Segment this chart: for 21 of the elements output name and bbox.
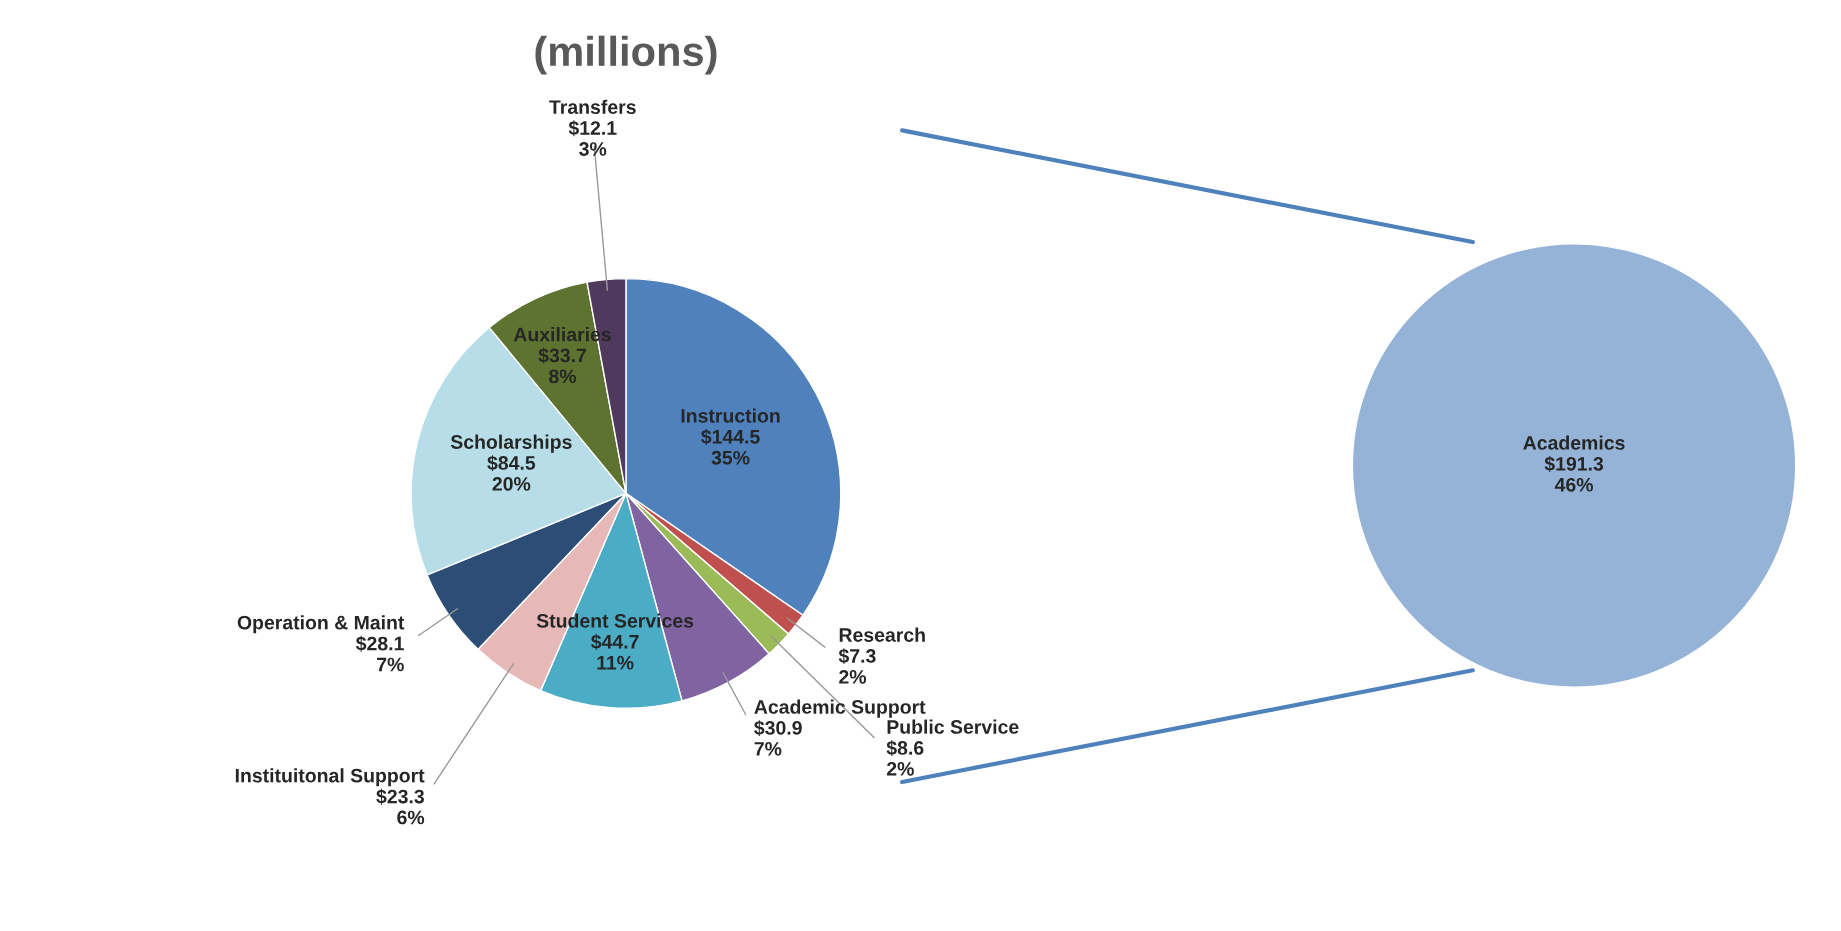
data-label: $44.7 11%	[591, 634, 639, 670]
slice-label: Research	[839, 627, 925, 642]
slice-label: Operation & Maint	[237, 615, 405, 634]
data-label: $144.5 35%	[701, 429, 760, 465]
data-label: $28.1 7%	[355, 635, 404, 672]
data-label: $7.3 2%	[838, 648, 876, 684]
slice-label: Public Service	[887, 719, 1019, 734]
slice-label: Academic Support	[754, 699, 926, 718]
data-label: $8.6 2%	[886, 740, 924, 776]
slice-label: Academics	[1523, 435, 1625, 450]
data-label: $30.9 7%	[754, 720, 802, 756]
data-label: $191.3 46%	[1544, 456, 1604, 492]
slice-label: Instituitonal Support	[235, 768, 425, 787]
chart-title: (millions)	[535, 35, 717, 75]
data-label: $84.5 20%	[487, 455, 536, 491]
slice-label: Transfers	[549, 99, 636, 114]
data-label: $23.3 6%	[376, 788, 425, 825]
data-label: $33.7 8%	[538, 347, 586, 384]
slice-label: Scholarships	[450, 434, 572, 453]
slice-label: Instruction	[681, 408, 780, 423]
data-label: $12.1 3%	[568, 120, 617, 156]
